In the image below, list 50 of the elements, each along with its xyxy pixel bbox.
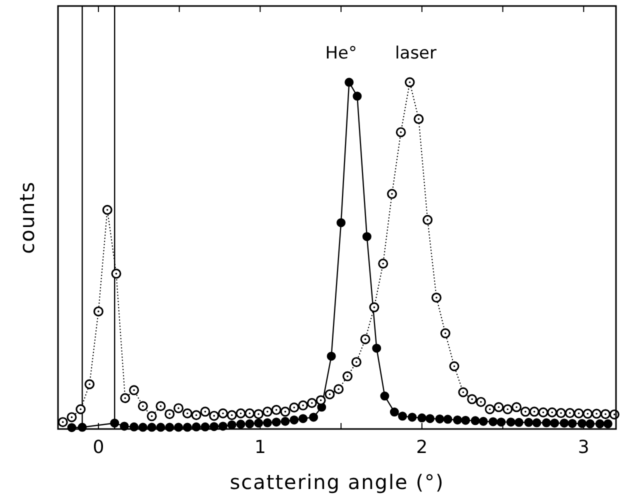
x-tick-label: 1 xyxy=(254,437,266,458)
point xyxy=(478,416,488,426)
point xyxy=(110,418,120,428)
series-label: He° xyxy=(325,43,358,64)
point xyxy=(245,419,254,428)
point xyxy=(595,419,604,428)
point xyxy=(586,419,595,428)
point xyxy=(443,414,452,424)
y-axis-title: counts xyxy=(15,181,39,254)
point xyxy=(603,419,612,428)
point xyxy=(488,417,498,426)
point xyxy=(326,352,336,361)
x-tick-label: 2 xyxy=(416,437,428,458)
point xyxy=(452,415,462,424)
point xyxy=(362,232,372,242)
point xyxy=(290,415,299,424)
point xyxy=(336,218,346,228)
point xyxy=(390,408,399,417)
point xyxy=(262,418,272,428)
point xyxy=(344,78,354,87)
point xyxy=(227,420,236,430)
point xyxy=(435,414,444,424)
point xyxy=(380,392,390,401)
point xyxy=(408,412,417,422)
x-axis-title: scattering angle (°) xyxy=(230,470,444,494)
point xyxy=(550,418,560,428)
x-tick-label: 0 xyxy=(92,437,104,458)
point xyxy=(532,418,542,428)
point xyxy=(236,420,246,429)
point xyxy=(417,413,426,422)
point xyxy=(514,418,524,427)
point xyxy=(298,414,308,424)
point xyxy=(568,418,577,428)
point xyxy=(470,416,480,426)
point xyxy=(309,412,318,422)
point xyxy=(496,418,506,427)
point xyxy=(506,418,516,427)
point xyxy=(426,414,434,424)
point xyxy=(254,418,264,428)
point xyxy=(398,412,408,421)
point xyxy=(542,418,551,428)
point xyxy=(272,418,281,427)
series-label: laser xyxy=(395,43,437,64)
x-tick-label: 3 xyxy=(578,437,590,458)
point xyxy=(280,416,290,426)
point xyxy=(524,418,534,427)
point xyxy=(461,416,470,425)
point xyxy=(352,92,362,101)
point xyxy=(372,344,382,353)
point xyxy=(560,418,569,428)
